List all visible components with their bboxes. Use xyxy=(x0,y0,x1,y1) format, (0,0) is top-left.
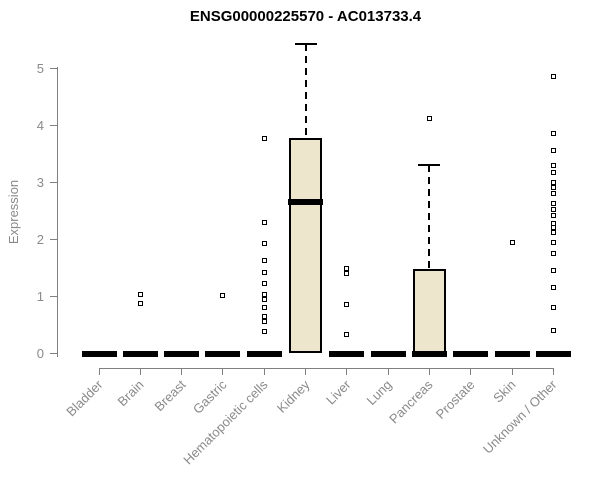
outlier-point xyxy=(550,131,556,137)
outlier-point xyxy=(261,135,267,141)
outlier-point xyxy=(261,258,267,264)
x-tick xyxy=(470,368,472,375)
zero-median-bar xyxy=(494,350,530,357)
outlier-point xyxy=(550,200,556,206)
outlier-point xyxy=(261,280,267,286)
zero-median-bar xyxy=(370,350,406,357)
zero-median-bar xyxy=(453,350,489,357)
outlier-point xyxy=(261,269,267,275)
outlier-point xyxy=(550,169,556,175)
outlier-point xyxy=(550,328,556,334)
y-tick xyxy=(50,353,57,354)
y-tick-label: 1 xyxy=(36,288,44,304)
median-line xyxy=(288,198,323,205)
zero-median-bar xyxy=(329,350,365,357)
x-tick xyxy=(346,368,348,375)
outlier-point xyxy=(550,305,556,311)
outlier-point xyxy=(550,148,556,154)
x-tick xyxy=(428,368,430,375)
y-tick xyxy=(50,238,57,240)
x-tick xyxy=(511,368,513,375)
y-tick xyxy=(50,124,57,126)
whisker-cap xyxy=(418,164,441,167)
x-tick xyxy=(98,368,100,375)
outlier-point xyxy=(550,74,556,80)
y-axis-line xyxy=(57,67,58,357)
whisker-line xyxy=(428,165,431,269)
outlier-point xyxy=(509,239,515,245)
y-tick-label: 5 xyxy=(36,60,44,76)
y-tick xyxy=(50,181,57,183)
whisker-line xyxy=(304,44,307,138)
chart-title: ENSG00000225570 - AC013733.4 xyxy=(189,8,422,25)
outlier-point xyxy=(344,332,350,338)
zero-median-bar xyxy=(246,350,282,357)
outlier-point xyxy=(550,191,556,197)
zero-median-bar xyxy=(164,350,200,357)
outlier-point xyxy=(550,229,556,235)
outlier-point xyxy=(261,219,267,225)
whisker-cap xyxy=(294,43,317,46)
outlier-point xyxy=(550,220,556,226)
zero-median-bar xyxy=(535,350,571,357)
median-line xyxy=(411,350,447,357)
outlier-point xyxy=(550,212,556,218)
x-tick xyxy=(139,368,141,375)
outlier-point xyxy=(344,302,350,308)
y-tick xyxy=(50,295,57,297)
x-tick xyxy=(222,368,224,375)
outlier-point xyxy=(220,292,226,298)
zero-median-bar xyxy=(205,350,241,357)
y-tick-label: 4 xyxy=(36,117,44,133)
x-tick xyxy=(181,368,183,375)
box xyxy=(289,137,322,354)
x-axis-line xyxy=(99,368,554,369)
outlier-point xyxy=(550,207,556,213)
outlier-point xyxy=(261,241,267,247)
y-tick-label: 0 xyxy=(36,346,44,361)
outlier-point xyxy=(261,314,267,320)
outlier-point xyxy=(550,251,556,257)
y-tick xyxy=(50,67,57,69)
zero-median-bar xyxy=(122,350,158,357)
outlier-point xyxy=(550,225,556,231)
outlier-point xyxy=(550,185,556,191)
y-tick-label: 2 xyxy=(36,231,44,247)
x-tick xyxy=(387,368,389,375)
x-tick xyxy=(305,368,306,375)
outlier-point xyxy=(550,162,556,168)
outlier-point xyxy=(261,296,267,302)
outlier-point xyxy=(261,329,267,335)
y-tick-label: 3 xyxy=(36,174,44,190)
outlier-point xyxy=(550,239,556,245)
outlier-point xyxy=(344,266,350,272)
outlier-point xyxy=(550,268,556,274)
outlier-point xyxy=(550,179,556,185)
x-tick xyxy=(263,368,265,375)
outlier-point xyxy=(550,285,556,291)
box xyxy=(412,268,446,354)
outlier-point xyxy=(137,292,143,298)
outlier-point xyxy=(137,300,143,306)
outlier-point xyxy=(261,292,267,298)
outlier-point xyxy=(344,271,350,277)
outlier-point xyxy=(261,319,267,325)
outlier-point xyxy=(261,305,267,311)
outlier-point xyxy=(426,115,432,121)
zero-median-bar xyxy=(81,350,117,357)
x-tick xyxy=(552,368,554,375)
